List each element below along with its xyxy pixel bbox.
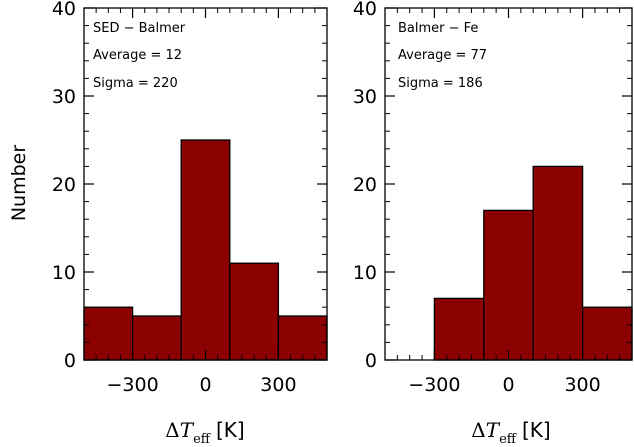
annotation-label: SED − Balmer xyxy=(93,21,186,36)
x-axis-label-subscript: eff xyxy=(499,432,518,447)
panel-balmer-fe: 0 10 20 30 40 −300 0 300 Balmer − Fe Average = … xyxy=(353,0,633,447)
x-tick-label: 300 xyxy=(260,374,296,396)
x-tick-label: −300 xyxy=(408,374,460,396)
histogram-bar xyxy=(83,306,134,361)
histogram-bar xyxy=(180,139,231,361)
bars-panel-1 xyxy=(83,139,328,361)
y-tick-label: 10 xyxy=(52,262,76,284)
x-axis-label-subscript: eff xyxy=(193,432,212,447)
x-tick-label: 0 xyxy=(199,374,211,396)
y-tick-label: 0 xyxy=(365,350,377,372)
annotation-average: Average = 77 xyxy=(398,48,487,63)
x-tick-label: 300 xyxy=(564,374,600,396)
x-axis-label: ΔTeff [K] xyxy=(165,418,244,447)
histogram-bar xyxy=(433,297,485,361)
histogram-bar xyxy=(532,165,584,361)
histogram-bar xyxy=(483,209,534,361)
x-tick-label: 0 xyxy=(502,374,514,396)
annotation-average: Average = 12 xyxy=(93,48,182,63)
x-axis-label-delta: Δ xyxy=(165,418,179,442)
histogram-bar xyxy=(277,315,328,361)
x-axis-label-unit: [K] xyxy=(522,418,551,442)
ticks-panel-2: 0 10 20 30 40 −300 0 300 xyxy=(353,0,632,396)
y-tick-label: 20 xyxy=(52,174,76,196)
panel-sed-balmer: 0 10 20 30 40 −300 0 300 SED − Balmer Average =… xyxy=(52,0,328,447)
histogram-bar xyxy=(229,262,280,361)
annotation-sigma: Sigma = 220 xyxy=(93,76,178,91)
x-axis-label-symbol: T xyxy=(486,418,501,442)
annotation-sigma: Sigma = 186 xyxy=(398,76,483,91)
y-tick-label: 0 xyxy=(64,350,76,372)
ticks-panel-1: 0 10 20 30 40 −300 0 300 xyxy=(52,0,327,396)
y-tick-label: 20 xyxy=(353,174,377,196)
annotation-label: Balmer − Fe xyxy=(398,21,478,36)
x-axis-label-unit: [K] xyxy=(216,418,245,442)
y-axis-label: Number xyxy=(8,145,30,222)
y-tick-label: 40 xyxy=(353,0,377,20)
y-tick-label: 10 xyxy=(353,262,377,284)
histogram-bar xyxy=(131,315,182,361)
y-tick-label: 30 xyxy=(52,86,76,108)
histogram-bar xyxy=(581,306,633,361)
y-tick-label: 40 xyxy=(52,0,76,20)
bars-panel-2 xyxy=(433,165,633,361)
x-axis-label-delta: Δ xyxy=(471,418,485,442)
y-tick-label: 30 xyxy=(353,86,377,108)
x-axis-label-symbol: T xyxy=(180,418,195,442)
x-tick-label: −300 xyxy=(107,374,159,396)
x-axis-label: ΔTeff [K] xyxy=(471,418,550,447)
